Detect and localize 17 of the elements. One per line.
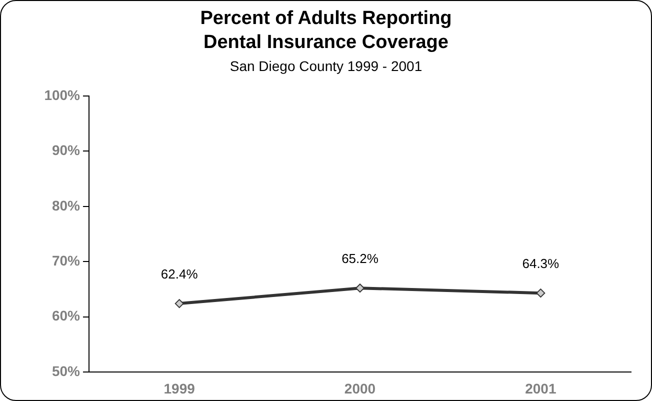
y-tick-label: 90% <box>52 142 81 158</box>
x-tick-label: 2001 <box>525 380 556 396</box>
x-tick-label: 2000 <box>344 380 376 396</box>
chart-subtitle: San Diego County 1999 - 2001 <box>228 58 424 74</box>
y-tick-label: 80% <box>52 197 81 214</box>
y-tick-label: 60% <box>52 308 81 324</box>
data-label: 62.4% <box>160 266 198 282</box>
chart-title: Percent of Adults Reporting Dental Insurance Coverage <box>199 7 453 55</box>
y-tick-label: 70% <box>52 252 81 268</box>
point <box>536 288 546 298</box>
x-tick-label: 1999 <box>164 380 196 396</box>
data-label: 65.2% <box>342 251 379 266</box>
y-tick-label: 50% <box>52 362 81 379</box>
data-label: 64.3% <box>522 256 560 272</box>
point <box>174 299 184 308</box>
y-tick-label: 100% <box>44 86 81 103</box>
point <box>356 284 364 293</box>
